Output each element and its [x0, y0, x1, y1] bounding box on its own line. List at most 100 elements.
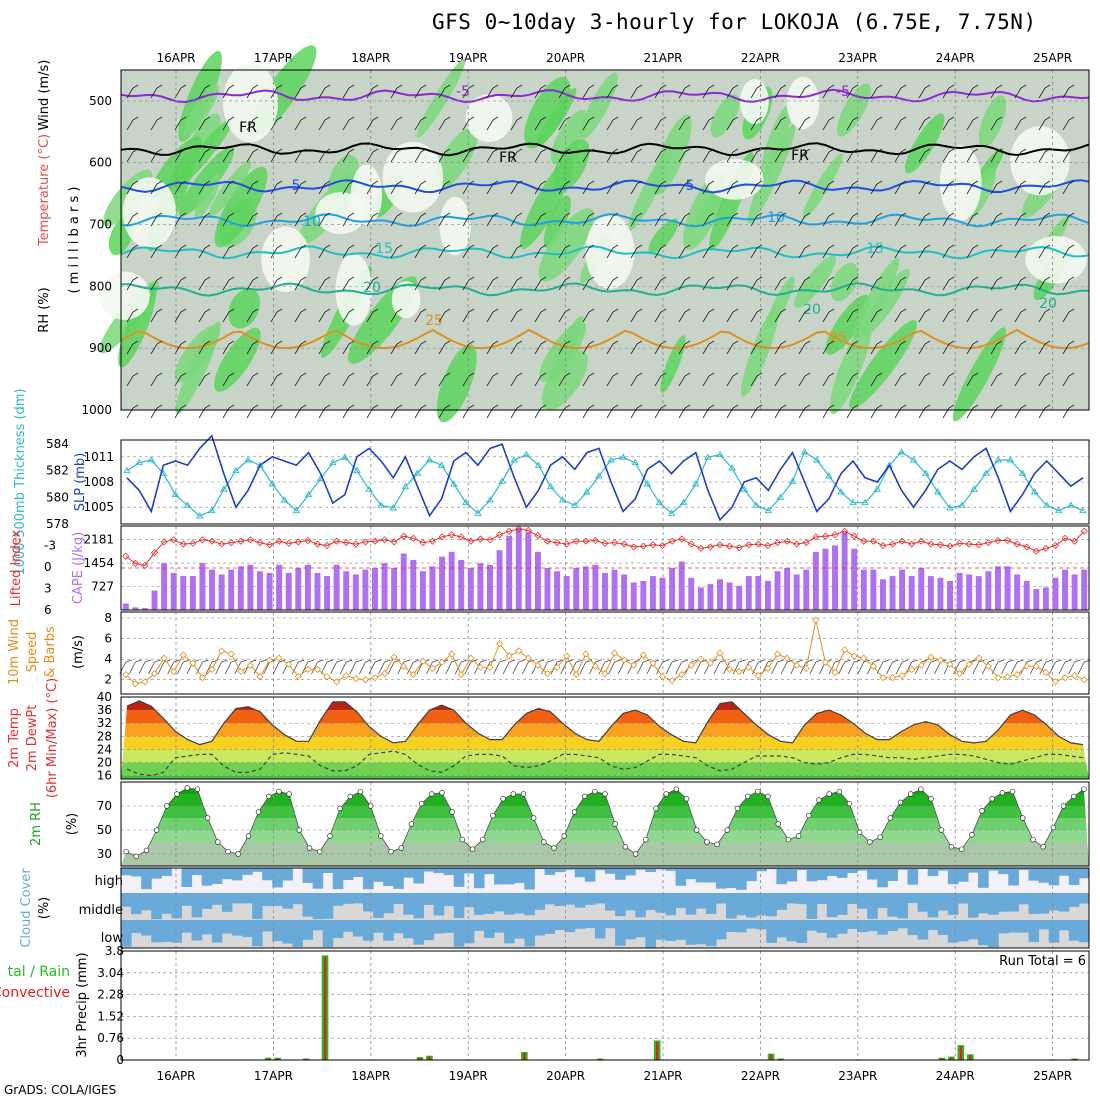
- cape-bar: [381, 563, 388, 610]
- wind-barb: [222, 372, 235, 387]
- wind-barb: [462, 148, 475, 163]
- li-point: [975, 541, 983, 549]
- wind-barb: [678, 116, 691, 131]
- rh-point: [306, 845, 313, 851]
- wind-barb: [966, 148, 979, 163]
- cloud-middle-bar: [968, 893, 979, 918]
- wind-barb: [558, 84, 571, 99]
- wind-barb: [630, 372, 643, 387]
- wind-barb: [894, 308, 907, 323]
- wind-speed-point: [802, 664, 810, 672]
- cloud-low-bar: [836, 920, 848, 934]
- cloud-low-bar: [715, 920, 727, 940]
- wind-barb: [798, 180, 811, 195]
- date-label-bottom: 21APR: [643, 1069, 682, 1083]
- wind-barb: [630, 244, 643, 259]
- wind-barb: [387, 659, 401, 675]
- wind-speed-point: [726, 665, 734, 673]
- wind-barb: [966, 276, 979, 291]
- cloud-middle-bar: [191, 893, 203, 918]
- rh-point: [469, 846, 476, 852]
- wind-barb: [318, 372, 331, 387]
- wind-barb: [222, 148, 235, 163]
- wind-speed-point: [189, 659, 197, 667]
- wind-speed-point: [572, 671, 580, 679]
- wind-barb: [894, 276, 907, 291]
- li-point: [879, 541, 887, 550]
- cloud-middle-bar: [1008, 893, 1019, 912]
- wind-barb: [502, 659, 516, 675]
- wind-barb: [990, 84, 1003, 99]
- cloud-low-bar: [121, 920, 132, 947]
- rh-point: [765, 793, 771, 800]
- wind-barb: [558, 148, 571, 163]
- cloud-middle-bar: [766, 893, 777, 917]
- cloud-middle-bar: [907, 893, 919, 904]
- wind-barb: [942, 308, 955, 323]
- thickness-point: [304, 490, 313, 498]
- cloud-low-bar: [806, 920, 818, 931]
- cape-bar: [793, 574, 800, 610]
- wind-barb: [198, 276, 211, 291]
- rh-point: [907, 791, 914, 797]
- rh-point: [245, 833, 252, 839]
- li-point: [1032, 547, 1040, 555]
- thickness-point: [171, 490, 180, 498]
- precip-convective-bar: [940, 1058, 944, 1060]
- wind-barb: [630, 84, 643, 99]
- cloud-middle-bar: [756, 893, 767, 916]
- date-label-bottom: 18APR: [351, 1069, 390, 1083]
- slp-tick: 1005: [83, 500, 114, 514]
- thickness-point: [1067, 501, 1075, 508]
- cloud-middle-bar: [504, 893, 515, 915]
- cape-bar: [630, 582, 637, 610]
- wind-barb: [558, 244, 571, 259]
- rh-point: [846, 800, 853, 807]
- thickness-point: [474, 509, 482, 516]
- cloud-low-bar: [151, 920, 162, 943]
- cloud-middle-bar: [282, 893, 293, 909]
- cloud-low-bar: [907, 920, 919, 936]
- rh-dry-area: [335, 253, 373, 326]
- wind-barb: [750, 340, 763, 355]
- panel-frame: [120, 696, 1090, 780]
- wind-tick: 2: [104, 673, 112, 687]
- cloud-high-bar: [705, 868, 717, 883]
- cloud-high-bar: [312, 868, 324, 889]
- li-point: [754, 540, 762, 548]
- wind-barb: [318, 308, 331, 323]
- wind-barb: [606, 372, 619, 387]
- wind-barb: [534, 244, 547, 259]
- cloud-high-bar: [917, 868, 929, 870]
- wind-barb: [750, 372, 763, 387]
- dewpoint-axis-label: 2m DewPt: [25, 705, 40, 772]
- wind-barb: [486, 116, 499, 131]
- li-point: [333, 537, 341, 545]
- wind-barb: [1049, 659, 1062, 675]
- rh-moist-area: [766, 276, 795, 328]
- li-point: [745, 541, 753, 549]
- wind-barb: [270, 180, 283, 195]
- li-point: [572, 537, 580, 545]
- wind-speed-point: [361, 676, 369, 684]
- wind-barb: [751, 659, 765, 675]
- cape-bar: [400, 553, 407, 610]
- slp-line: [126, 434, 1084, 522]
- wind-barb: [521, 659, 535, 675]
- cloud-middle-bar: [443, 893, 455, 907]
- rh-point: [296, 827, 303, 833]
- cloud-low-bar: [574, 920, 586, 929]
- cloud-low-bar: [937, 920, 949, 935]
- wind-speed-point: [275, 654, 283, 662]
- rh-moist-area: [549, 315, 584, 384]
- li-point: [380, 536, 389, 544]
- li-point: [773, 539, 782, 547]
- rh-point: [724, 827, 731, 833]
- wind-barb: [246, 308, 259, 323]
- wind-speed-point: [380, 669, 389, 678]
- contour-label: FR: [791, 148, 809, 164]
- cloud-high-bar: [352, 868, 364, 877]
- cape-bar: [966, 574, 973, 610]
- cloud-low-bar: [363, 920, 374, 941]
- rh-dry-area: [585, 214, 635, 289]
